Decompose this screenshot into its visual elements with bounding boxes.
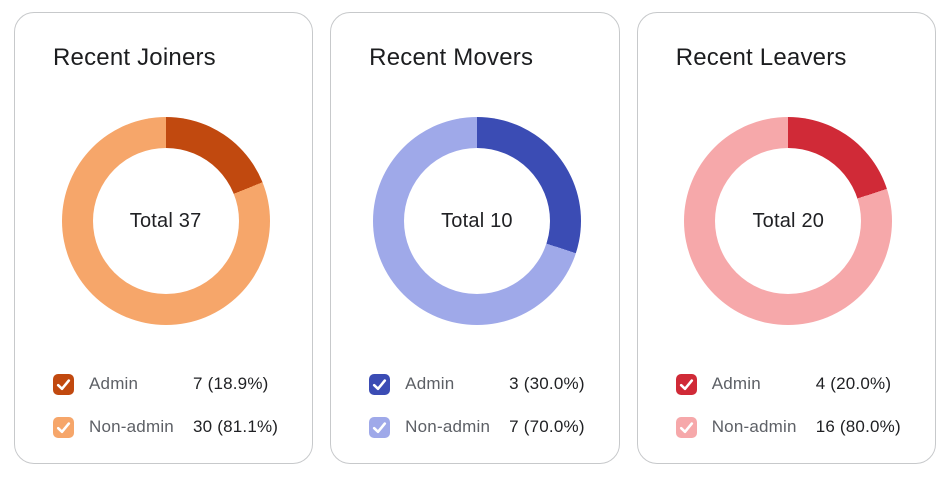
legend-label: Non-admin — [405, 417, 491, 436]
non-admin-checkbox[interactable] — [675, 416, 697, 438]
recent-leavers-card: Recent Leavers Total 20 Admin 4 (20.0%) — [636, 12, 936, 464]
legend-label: Non-admin — [89, 417, 174, 436]
non-admin-checkbox[interactable] — [369, 416, 391, 438]
legend-row-non-admin[interactable]: Non-admin 16 (80.0%) — [675, 416, 901, 438]
check-icon — [679, 421, 693, 433]
donut-total-label: Total 37 — [129, 209, 202, 232]
donut-total-label: Total 10 — [441, 209, 513, 232]
check-icon — [373, 378, 387, 390]
card-title: Recent Joiners — [53, 44, 216, 71]
leavers-donut-chart[interactable]: Total 20 — [684, 117, 893, 325]
legend-value: 16 (80.0%) — [815, 417, 901, 436]
check-icon — [56, 378, 71, 390]
dashboard-cards: Recent Joiners Total 37 Admin 7 (18.9%) — [14, 12, 936, 464]
legend-row-admin[interactable]: Admin 7 (18.9%) — [53, 373, 278, 395]
admin-checkbox[interactable] — [675, 373, 697, 395]
admin-checkbox[interactable] — [369, 373, 391, 395]
non-admin-checkbox[interactable] — [53, 416, 74, 438]
joiners-donut-chart[interactable]: Total 37 — [61, 117, 270, 325]
admin-checkbox[interactable] — [53, 373, 74, 395]
check-icon — [679, 378, 693, 390]
legend-value: 7 (18.9%) — [193, 374, 269, 393]
legend-label: Admin — [405, 374, 455, 393]
legend-value: 30 (81.1%) — [193, 417, 279, 436]
legend-label: Admin — [711, 374, 761, 393]
legend-row-admin[interactable]: Admin 3 (30.0%) — [369, 373, 585, 395]
legend-row-non-admin[interactable]: Non-admin 30 (81.1%) — [53, 416, 278, 438]
recent-joiners-card: Recent Joiners Total 37 Admin 7 (18.9%) — [14, 12, 314, 464]
legend-label: Non-admin — [711, 417, 797, 436]
legend-row-non-admin[interactable]: Non-admin 7 (70.0%) — [369, 416, 585, 438]
legend: Admin 3 (30.0%) Non-admin 7 (70.0%) — [369, 373, 585, 438]
recent-movers-card: Recent Movers Total 10 Admin 3 (30.0%) N — [330, 12, 620, 464]
card-title: Recent Leavers — [675, 44, 847, 71]
legend-value: 3 (30.0%) — [509, 374, 585, 393]
donut-center: Total 20 — [715, 148, 862, 294]
donut-total-label: Total 20 — [752, 209, 825, 232]
legend: Admin 4 (20.0%) Non-admin 16 (80.0%) — [675, 373, 901, 438]
donut-wrap: Total 10 — [369, 117, 585, 325]
movers-donut-chart[interactable]: Total 10 — [372, 117, 581, 325]
check-icon — [56, 421, 71, 433]
legend: Admin 7 (18.9%) Non-admin 30 (81.1%) — [53, 373, 278, 438]
legend-row-admin[interactable]: Admin 4 (20.0%) — [675, 373, 901, 395]
legend-value: 7 (70.0%) — [509, 417, 585, 436]
legend-value: 4 (20.0%) — [815, 374, 892, 393]
legend-label: Admin — [89, 374, 139, 393]
donut-wrap: Total 20 — [676, 117, 901, 325]
card-title: Recent Movers — [369, 44, 534, 71]
donut-center: Total 37 — [92, 148, 239, 294]
check-icon — [373, 421, 387, 433]
donut-center: Total 10 — [403, 148, 550, 294]
donut-wrap: Total 37 — [53, 117, 278, 325]
